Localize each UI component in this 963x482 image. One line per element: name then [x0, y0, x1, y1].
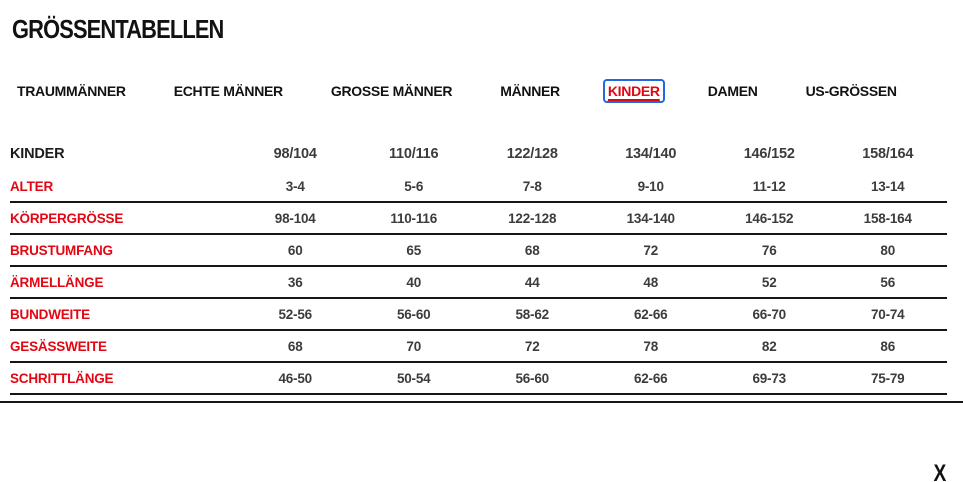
size-table-tabs: TRAUMMÄNNER ECHTE MÄNNER GROSSE MÄNNER M…: [12, 79, 963, 103]
cell-value: 36: [287, 274, 303, 290]
cell-value: 56-60: [396, 306, 431, 322]
table-row-alter: ALTER 3-4 5-6 7-8 9-10 11-12 13-14: [10, 171, 947, 202]
size-table: KINDER 98/104 110/116 122/128 134/140 14…: [10, 137, 947, 395]
cell-value: 110-116: [390, 210, 438, 226]
row-label: ALTER: [10, 178, 53, 194]
cell-value: 80: [880, 242, 896, 258]
cell-value: 72: [524, 338, 540, 354]
tab-us-groessen[interactable]: US-GRÖSSEN: [805, 83, 897, 99]
table-row-gesaessweite: GESÄSSWEITE 68 70 72 78 82 86: [10, 330, 947, 362]
tab-damen[interactable]: DAMEN: [707, 83, 758, 99]
cell-value: 75-79: [870, 370, 905, 386]
tab-maenner[interactable]: MÄNNER: [500, 83, 560, 99]
column-header-size-3: 122/128: [506, 146, 558, 162]
cell-value: 72: [643, 242, 659, 258]
cell-value: 82: [761, 338, 777, 354]
cell-value: 98-104: [274, 210, 316, 226]
table-row-brustumfang: BRUSTUMFANG 60 65 68 72 76 80: [10, 234, 947, 266]
cell-value: 70: [406, 338, 422, 354]
column-header-kinder: KINDER: [10, 146, 65, 162]
cell-value: 44: [524, 274, 540, 290]
row-label: GESÄSSWEITE: [10, 338, 107, 354]
cell-value: 7-8: [522, 178, 542, 194]
tab-grosse-maenner[interactable]: GROSSE MÄNNER: [330, 83, 453, 99]
cell-value: 40: [406, 274, 422, 290]
cell-value: 5-6: [404, 178, 424, 194]
row-label: BUNDWEITE: [10, 306, 90, 322]
table-header-row: KINDER 98/104 110/116 122/128 134/140 14…: [10, 137, 947, 171]
cell-value: 48: [643, 274, 659, 290]
cell-value: 158-164: [863, 210, 912, 226]
row-label: BRUSTUMFANG: [10, 242, 113, 258]
table-row-koerpergroesse: KÖRPERGRÖSSE 98-104 110-116 122-128 134-…: [10, 202, 947, 234]
table-row-aermellaenge: ÄRMELLÄNGE 36 40 44 48 52 56: [10, 266, 947, 298]
cell-value: 68: [287, 338, 303, 354]
bottom-divider: [0, 401, 963, 403]
column-header-size-6: 158/164: [862, 146, 914, 162]
column-header-size-1: 98/104: [273, 146, 317, 162]
cell-value: 122-128: [508, 210, 557, 226]
column-header-size-4: 134/140: [625, 146, 677, 162]
cell-value: 52-56: [278, 306, 312, 322]
cell-value: 76: [761, 242, 777, 258]
cell-value: 146-152: [745, 210, 794, 226]
cell-value: 58-62: [515, 306, 549, 322]
cell-value: 50-54: [396, 370, 431, 386]
tab-echte-maenner[interactable]: ECHTE MÄNNER: [173, 83, 283, 99]
cell-value: 86: [880, 338, 896, 354]
cell-value: 11-12: [752, 178, 786, 194]
cell-value: 13-14: [870, 178, 905, 194]
cell-value: 3-4: [285, 178, 305, 194]
table-row-schrittlaenge: SCHRITTLÄNGE 46-50 50-54 56-60 62-66 69-…: [10, 362, 947, 394]
row-label: SCHRITTLÄNGE: [10, 370, 114, 386]
tab-traummaenner[interactable]: TRAUMMÄNNER: [17, 83, 126, 99]
row-label: ÄRMELLÄNGE: [10, 274, 104, 290]
cell-value: 60: [287, 242, 303, 258]
close-button[interactable]: X: [933, 460, 946, 482]
page-title: GRÖSSENTABELLEN: [12, 14, 224, 44]
cell-value: 69-73: [752, 370, 786, 386]
column-header-size-2: 110/116: [388, 146, 439, 162]
cell-value: 56-60: [515, 370, 549, 386]
row-label: KÖRPERGRÖSSE: [10, 210, 124, 226]
column-header-size-5: 146/152: [743, 146, 795, 162]
cell-value: 70-74: [870, 306, 905, 322]
cell-value: 68: [524, 242, 540, 258]
cell-value: 9-10: [637, 178, 664, 194]
cell-value: 52: [761, 274, 777, 290]
tab-kinder[interactable]: KINDER: [602, 79, 665, 103]
cell-value: 78: [643, 338, 659, 354]
cell-value: 134-140: [626, 210, 675, 226]
table-row-bundweite: BUNDWEITE 52-56 56-60 58-62 62-66 66-70 …: [10, 298, 947, 330]
cell-value: 62-66: [633, 306, 668, 322]
cell-value: 46-50: [278, 370, 312, 386]
cell-value: 65: [406, 242, 422, 258]
cell-value: 56: [880, 274, 896, 290]
cell-value: 62-66: [633, 370, 668, 386]
cell-value: 66-70: [752, 306, 786, 322]
